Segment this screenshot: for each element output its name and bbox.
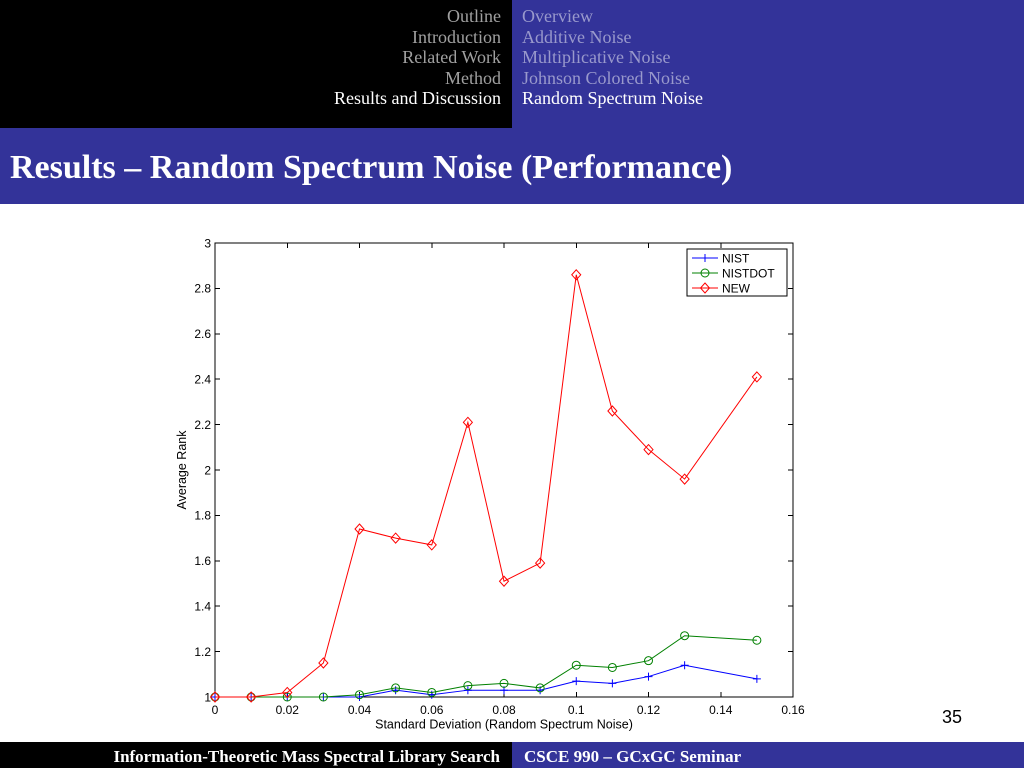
nav-subsection-multiplicative-noise[interactable]: Multiplicative Noise	[522, 47, 671, 67]
page-number: 35	[941, 707, 962, 727]
subsection-navigation: Overview Additive Noise Multiplicative N…	[512, 0, 1024, 128]
nav-section-results-and-discussion[interactable]: Results and Discussion	[333, 88, 501, 108]
legend-label: NEW	[722, 281, 751, 295]
x-tick-label: 0.1	[568, 703, 585, 717]
x-tick-label: 0.14	[709, 703, 733, 717]
plot-series	[209, 269, 763, 703]
data-point-plus	[463, 686, 472, 695]
nav-section-method[interactable]: Method	[445, 67, 501, 88]
y-tick-label: 3	[204, 236, 211, 250]
legend-label: NISTDOT	[722, 266, 775, 280]
y-tick-label: 2.2	[194, 418, 211, 432]
section-navigation: Outline Introduction Related Work Method…	[0, 0, 512, 128]
data-point-plus	[572, 677, 581, 686]
data-point-plus	[680, 661, 689, 670]
data-point-diamond	[498, 575, 510, 587]
data-point-diamond	[751, 371, 763, 383]
legend-item: NEW	[692, 281, 751, 295]
data-point-circle	[752, 635, 762, 645]
x-tick-label: 0.08	[492, 703, 516, 717]
footer-left-bar: Information-Theoretic Mass Spectral Libr…	[0, 742, 512, 768]
legend-item: NISTDOT	[692, 266, 775, 280]
y-axis-label: Average Rank	[175, 430, 189, 510]
data-point-diamond	[534, 557, 546, 569]
data-point-circle	[463, 681, 473, 691]
data-point-diamond	[571, 269, 582, 281]
data-point-diamond	[462, 416, 474, 429]
data-point-plus	[608, 679, 617, 688]
data-point-circle	[535, 683, 545, 693]
data-point-plus	[644, 672, 653, 681]
footer-right-bar: CSCE 990 – GCxGC Seminar	[512, 742, 1024, 768]
series-nistdot	[210, 631, 762, 702]
data-point-circle	[391, 683, 401, 693]
y-tick-label: 1.4	[194, 600, 211, 614]
data-point-diamond	[390, 532, 401, 544]
footer-course-label: CSCE 990 – GCxGC Seminar	[524, 747, 742, 766]
series-line	[215, 635, 757, 698]
legend-marker-diamond	[699, 282, 711, 294]
data-point-diamond	[245, 691, 257, 703]
legend-item: NIST	[692, 251, 750, 265]
frame-title-bar: Results – Random Spectrum Noise (Perform…	[0, 128, 1024, 204]
data-point-circle	[499, 678, 509, 688]
axes: 0 0.02 0.04 0.06 0.08 0.1 0.12 0.14 0.16 1 1.2 1.4 1…	[175, 236, 805, 731]
series-new	[209, 269, 763, 703]
footer-presentation-title: Information-Theoretic Mass Spectral Libr…	[113, 747, 500, 766]
data-point-circle	[680, 631, 690, 641]
y-tick-label: 1.8	[194, 509, 211, 523]
y-tick-label: 2.6	[194, 327, 211, 341]
legend-marker-circle	[700, 268, 710, 278]
data-point-diamond	[282, 686, 293, 699]
nav-subsection-johnson-colored-noise[interactable]: Johnson Colored Noise	[522, 67, 690, 88]
data-point-diamond	[209, 691, 221, 703]
data-point-circle	[355, 690, 364, 700]
legend-label: NIST	[722, 251, 750, 265]
legend-marker-plus	[701, 254, 709, 262]
data-point-diamond	[318, 657, 329, 669]
y-tick-label: 2	[204, 463, 211, 477]
data-point-diamond	[354, 523, 365, 535]
nav-subsection-additive-noise[interactable]: Additive Noise	[522, 26, 632, 47]
frame-title: Results – Random Spectrum Noise (Perform…	[10, 149, 733, 186]
y-tick-label: 1.2	[194, 645, 211, 659]
x-tick-label: 0.16	[781, 703, 805, 717]
y-tick-label: 1.6	[194, 554, 211, 568]
x-tick-label: 0.04	[348, 703, 372, 717]
data-point-circle	[644, 656, 653, 666]
data-point-circle	[318, 692, 328, 702]
data-point-circle	[282, 692, 292, 702]
line-chart: 0 0.02 0.04 0.06 0.08 0.1 0.12 0.14 0.16 1 1.2 1.4 1…	[175, 236, 805, 731]
nav-section-related-work[interactable]: Related Work	[402, 47, 501, 67]
nav-subsection-overview[interactable]: Overview	[522, 6, 593, 26]
nav-section-introduction[interactable]: Introduction	[412, 26, 501, 47]
data-point-diamond	[607, 405, 618, 417]
y-tick-label: 2.4	[194, 373, 211, 387]
y-tick-label: 2.8	[194, 282, 211, 296]
data-point-circle	[607, 662, 617, 672]
x-tick-label: 0.06	[420, 703, 444, 717]
x-tick-label: 0	[212, 703, 219, 717]
data-point-circle	[571, 660, 581, 670]
y-tick-label: 1	[204, 690, 211, 704]
series-line	[215, 274, 758, 698]
nav-section-outline[interactable]: Outline	[447, 6, 501, 26]
nav-subsection-random-spectrum-noise[interactable]: Random Spectrum Noise	[522, 88, 703, 108]
plot-area	[214, 242, 794, 698]
x-tick-label: 0.02	[276, 703, 300, 717]
x-axis-label: Standard Deviation (Random Spectrum Nois…	[375, 718, 633, 732]
x-tick-label: 0.12	[637, 703, 661, 717]
data-point-diamond	[426, 539, 437, 551]
data-point-diamond	[643, 443, 654, 456]
data-point-circle	[427, 687, 437, 697]
data-point-diamond	[679, 473, 690, 485]
data-point-plus	[752, 674, 761, 683]
